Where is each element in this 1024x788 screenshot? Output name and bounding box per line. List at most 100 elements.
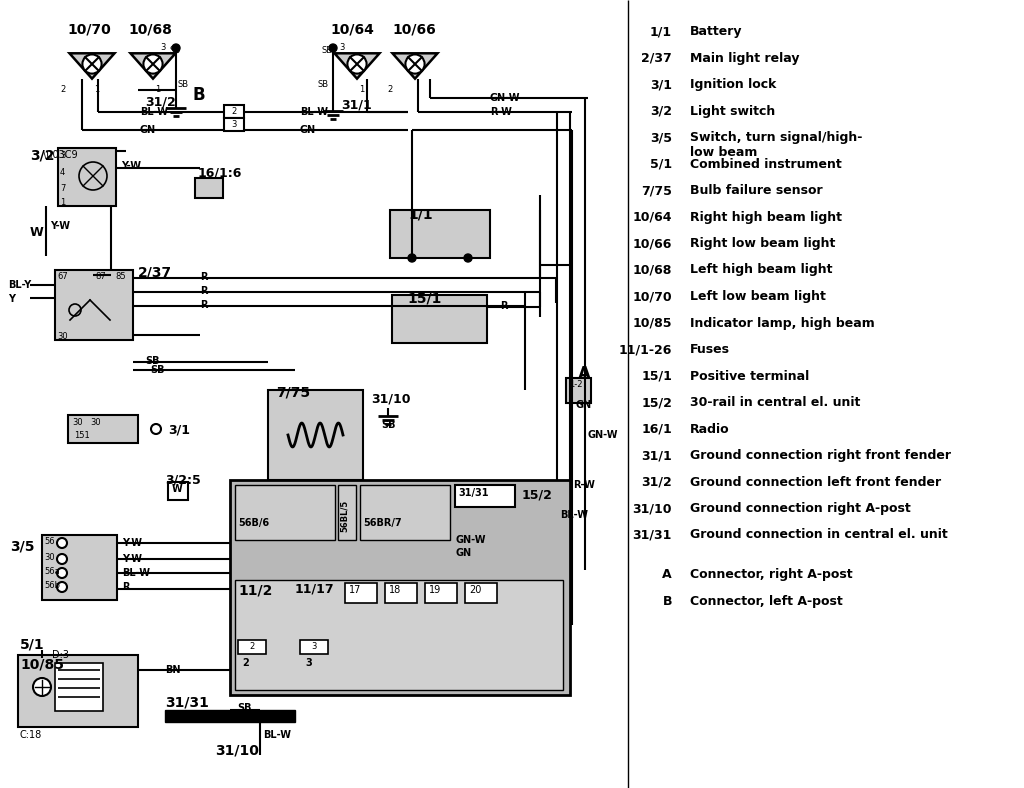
Text: 2: 2 bbox=[242, 658, 249, 668]
Text: 16/1:6: 16/1:6 bbox=[198, 166, 243, 179]
Text: 2: 2 bbox=[231, 107, 237, 116]
Text: Light switch: Light switch bbox=[690, 105, 775, 117]
Text: 17: 17 bbox=[349, 585, 361, 595]
Bar bbox=[455, 485, 515, 507]
Bar bbox=[425, 583, 457, 603]
Text: BL-W: BL-W bbox=[560, 510, 588, 520]
Text: Right low beam light: Right low beam light bbox=[690, 237, 836, 250]
Bar bbox=[385, 583, 417, 603]
Text: 30: 30 bbox=[57, 332, 68, 341]
Polygon shape bbox=[335, 54, 380, 79]
Text: 30: 30 bbox=[72, 418, 83, 427]
Text: 2: 2 bbox=[387, 85, 392, 94]
Text: 2/37: 2/37 bbox=[641, 51, 672, 65]
Circle shape bbox=[408, 254, 416, 262]
Text: 15/1: 15/1 bbox=[407, 291, 441, 305]
Text: 30-rail in central el. unit: 30-rail in central el. unit bbox=[690, 396, 860, 409]
Circle shape bbox=[464, 254, 472, 262]
Text: 10/85: 10/85 bbox=[20, 658, 63, 672]
Bar bbox=[68, 415, 138, 443]
Text: 85: 85 bbox=[115, 272, 126, 281]
Text: B: B bbox=[193, 86, 206, 104]
Text: 3: 3 bbox=[231, 120, 237, 129]
Text: BL-W: BL-W bbox=[122, 568, 150, 578]
Text: 3/2: 3/2 bbox=[30, 148, 54, 162]
Text: SB: SB bbox=[237, 703, 252, 713]
Text: 10/64: 10/64 bbox=[633, 210, 672, 224]
Text: GN-W: GN-W bbox=[490, 93, 520, 103]
Text: 10/64: 10/64 bbox=[330, 22, 374, 36]
Bar bbox=[360, 485, 450, 540]
Text: C:18: C:18 bbox=[20, 730, 42, 740]
Text: 56BL/5: 56BL/5 bbox=[340, 500, 349, 532]
Text: 3/1: 3/1 bbox=[168, 423, 190, 436]
Bar bbox=[392, 295, 487, 343]
Text: 3/1: 3/1 bbox=[650, 78, 672, 91]
Text: R: R bbox=[200, 286, 208, 296]
Text: 1-2: 1-2 bbox=[569, 380, 583, 389]
Text: GN: GN bbox=[575, 400, 591, 410]
Text: Left high beam light: Left high beam light bbox=[690, 263, 833, 277]
Text: 56BR/7: 56BR/7 bbox=[362, 518, 401, 528]
Text: 2/37: 2/37 bbox=[138, 265, 172, 279]
Text: SB: SB bbox=[178, 80, 189, 89]
Text: 1: 1 bbox=[155, 85, 160, 94]
Text: 31/2: 31/2 bbox=[641, 475, 672, 489]
Text: Indicator lamp, high beam: Indicator lamp, high beam bbox=[690, 317, 874, 329]
Text: GN: GN bbox=[140, 125, 156, 135]
Text: 30: 30 bbox=[44, 553, 54, 562]
Bar bbox=[55, 663, 103, 711]
Text: 1: 1 bbox=[359, 85, 365, 94]
Bar bbox=[42, 535, 117, 600]
Text: SB: SB bbox=[145, 356, 160, 366]
Circle shape bbox=[172, 44, 180, 52]
Bar bbox=[55, 270, 133, 340]
Bar bbox=[268, 390, 362, 480]
Text: 4: 4 bbox=[60, 168, 66, 177]
Circle shape bbox=[151, 424, 161, 434]
Text: R-W: R-W bbox=[573, 480, 595, 490]
Text: Bulb failure sensor: Bulb failure sensor bbox=[690, 184, 822, 197]
Text: 10/68: 10/68 bbox=[633, 263, 672, 277]
Text: SB: SB bbox=[150, 365, 165, 375]
Text: 31/31: 31/31 bbox=[633, 529, 672, 541]
Text: R-W: R-W bbox=[490, 107, 512, 117]
Circle shape bbox=[347, 54, 367, 73]
Circle shape bbox=[57, 568, 67, 578]
Text: W: W bbox=[172, 484, 182, 494]
Text: 5/1: 5/1 bbox=[650, 158, 672, 170]
Text: Ignition lock: Ignition lock bbox=[690, 78, 776, 91]
Text: R: R bbox=[122, 582, 129, 592]
Circle shape bbox=[33, 678, 51, 696]
Text: Combined instrument: Combined instrument bbox=[690, 158, 842, 170]
Text: 7/75: 7/75 bbox=[276, 385, 310, 399]
Text: Ground connection right A-post: Ground connection right A-post bbox=[690, 502, 910, 515]
Text: 11/2: 11/2 bbox=[238, 583, 272, 597]
Bar bbox=[238, 640, 266, 654]
Bar bbox=[390, 210, 490, 258]
Polygon shape bbox=[130, 54, 175, 79]
Text: Ground connection right front fender: Ground connection right front fender bbox=[690, 449, 951, 462]
Text: 67: 67 bbox=[57, 272, 68, 281]
Bar bbox=[195, 178, 223, 198]
Bar bbox=[18, 655, 138, 727]
Bar bbox=[566, 378, 591, 403]
Text: 2: 2 bbox=[250, 642, 255, 651]
Bar bbox=[234, 485, 335, 540]
Text: 31/10: 31/10 bbox=[371, 392, 411, 405]
Bar bbox=[224, 105, 244, 118]
Bar bbox=[300, 640, 328, 654]
Text: 10/66: 10/66 bbox=[633, 237, 672, 250]
Circle shape bbox=[57, 538, 67, 548]
Text: BL-Y: BL-Y bbox=[8, 280, 32, 290]
Text: Left low beam light: Left low beam light bbox=[690, 290, 826, 303]
Text: Connector, right A-post: Connector, right A-post bbox=[690, 568, 853, 582]
Circle shape bbox=[406, 54, 425, 73]
Text: Battery: Battery bbox=[690, 25, 742, 38]
Text: Y-W: Y-W bbox=[122, 538, 142, 548]
Text: Right high beam light: Right high beam light bbox=[690, 210, 842, 224]
Text: SB: SB bbox=[381, 420, 395, 430]
Text: 15/1: 15/1 bbox=[641, 370, 672, 382]
Text: 5/1: 5/1 bbox=[20, 638, 45, 652]
Text: 7: 7 bbox=[60, 184, 66, 193]
